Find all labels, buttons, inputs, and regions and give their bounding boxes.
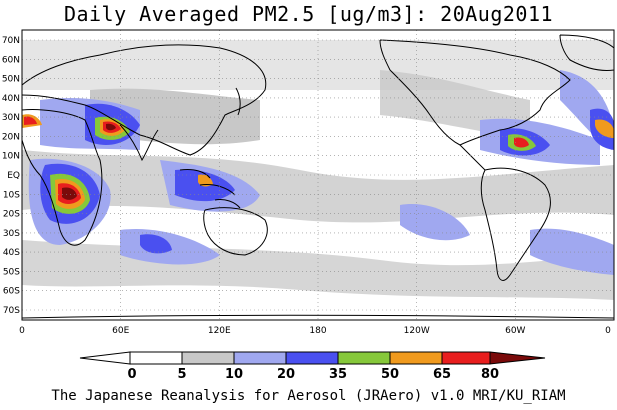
colorbar-segment xyxy=(285,351,339,365)
colorbar-label: 5 xyxy=(177,367,187,382)
lon-label: 180 xyxy=(309,326,326,336)
colorbar-label: 10 xyxy=(224,367,244,382)
lat-label: 60S xyxy=(3,287,20,297)
colorbar-label: 50 xyxy=(380,367,400,382)
lon-label: 0 xyxy=(19,326,25,336)
lat-label: 30S xyxy=(3,229,20,239)
lon-label: 60E xyxy=(112,326,129,336)
credit-text: The Japanese Reanalysis for Aerosol (JRA… xyxy=(51,388,566,404)
lat-label: 70N xyxy=(2,36,20,46)
lat-label: EQ xyxy=(7,171,20,181)
colorbar-segment xyxy=(489,351,546,365)
lat-label: 40N xyxy=(2,94,20,104)
graticule xyxy=(22,30,614,320)
pm25-field xyxy=(22,30,614,320)
colorbar-segment xyxy=(79,351,131,365)
lat-label: 60N xyxy=(2,55,20,65)
colorbar-label: 80 xyxy=(480,367,500,382)
lat-label: 70S xyxy=(3,306,20,316)
lat-label: 20S xyxy=(3,210,20,220)
map-frame xyxy=(21,29,615,321)
lat-label: 30N xyxy=(2,113,20,123)
colorbar-segment xyxy=(181,351,235,365)
lat-label: 50S xyxy=(3,267,20,277)
coastlines xyxy=(22,34,614,319)
map-title: Daily Averaged PM2.5 [ug/m3]: 20Aug2011 xyxy=(63,2,554,26)
lat-label: 10N xyxy=(2,152,20,162)
lon-label: 120W xyxy=(404,326,430,336)
longitude-labels: 0 60E 120E 180 120W 60W 0 xyxy=(19,326,611,336)
colorbar-segment xyxy=(233,351,287,365)
colorbar xyxy=(79,351,546,365)
latitude-labels: 70N 60N 50N 40N 30N 20N 10N EQ 10S 20S 3… xyxy=(2,36,20,316)
colorbar-label: 35 xyxy=(328,367,348,382)
colorbar-segment xyxy=(129,351,183,365)
colorbar-segment xyxy=(337,351,391,365)
lat-label: 40S xyxy=(3,248,20,258)
lon-label: 120E xyxy=(208,326,231,336)
colorbar-segment xyxy=(389,351,443,365)
lon-label: 60W xyxy=(505,326,525,336)
lon-label: 0 xyxy=(605,326,611,336)
colorbar-segment xyxy=(441,351,491,365)
lat-label: 10S xyxy=(3,190,20,200)
colorbar-label: 65 xyxy=(432,367,452,382)
lat-label: 20N xyxy=(2,132,20,142)
colorbar-label: 0 xyxy=(127,367,137,382)
lat-label: 50N xyxy=(2,75,20,85)
colorbar-label: 20 xyxy=(276,367,296,382)
